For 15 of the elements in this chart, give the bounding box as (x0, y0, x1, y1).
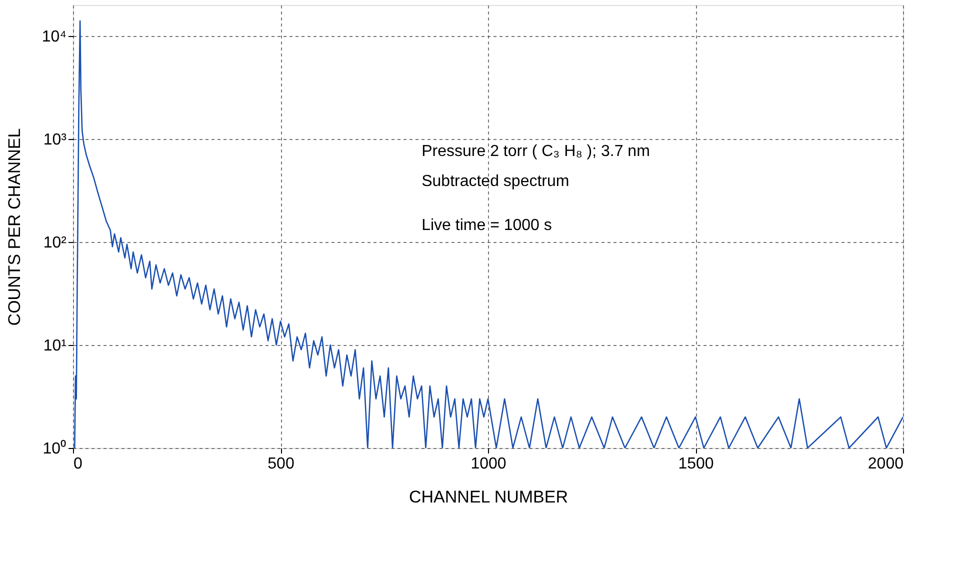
x-tick-label: 1500 (678, 456, 714, 472)
x-tick-label: 2000 (868, 456, 904, 472)
annotation: Live time = 1000 s (422, 217, 552, 234)
x-axis-title: CHANNEL NUMBER (408, 488, 568, 506)
y-tick-label: 10¹ (43, 338, 66, 354)
y-tick-label: 10² (43, 234, 68, 252)
y-axis-title: COUNTS PER CHANNEL (4, 128, 24, 326)
annotation: Pressure 2 torr ( C₃ H₈ ); 3.7 nm (422, 143, 650, 160)
x-tick-label: 0 (74, 456, 82, 472)
x-tick-label: 1000 (470, 456, 506, 472)
x-tick-label: 500 (268, 456, 294, 472)
y-tick-label: 10⁴ (42, 28, 67, 46)
annotation: Subtracted spectrum (422, 173, 570, 190)
y-tick-label: 10⁰ (42, 440, 66, 458)
y-tick-label: 10³ (43, 132, 68, 149)
